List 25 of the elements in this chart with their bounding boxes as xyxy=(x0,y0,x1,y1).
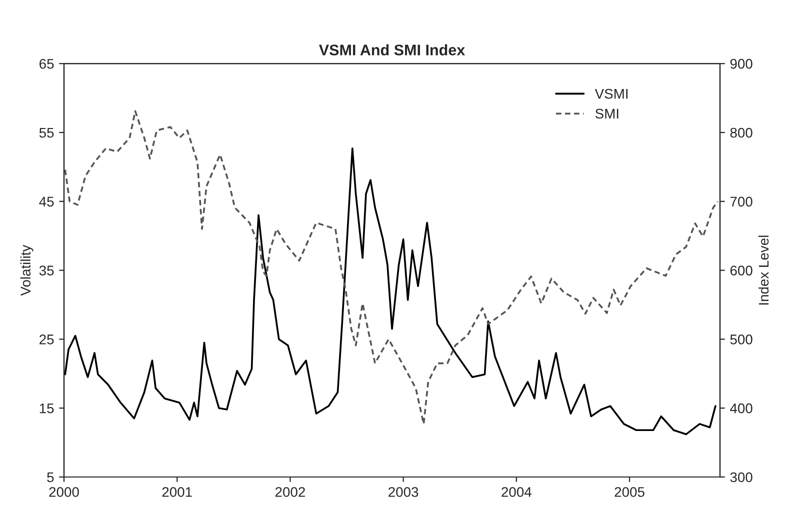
y-tick-label: 5 xyxy=(47,472,54,482)
y-tick-label: 35 xyxy=(39,266,54,276)
y2-tick-label: 300 xyxy=(730,472,752,482)
y-tick-label: 65 xyxy=(40,58,54,69)
x-tick-label: 2003 xyxy=(388,487,418,497)
legend-label: VSMI xyxy=(594,88,628,99)
y2-tick-label: 500 xyxy=(730,334,752,344)
x-tick-label: 2004 xyxy=(502,487,532,497)
x-tick-label: 2001 xyxy=(162,487,192,497)
y2-axis-title: Index Level xyxy=(758,236,769,305)
y2-tick-label: 900 xyxy=(730,58,752,69)
x-tick-label: 2005 xyxy=(614,487,644,497)
y-tick-label: 25 xyxy=(40,334,54,344)
x-tick-label: 2002 xyxy=(275,487,305,497)
chart-title: VSMI And SMI Index xyxy=(318,44,466,56)
y2-tick-label: 400 xyxy=(730,403,752,414)
y2-tick-label: 600 xyxy=(730,266,752,276)
legend-label: SMI xyxy=(595,108,618,119)
y-axis-title: Volatility xyxy=(20,244,34,296)
x-tick-label: 2000 xyxy=(49,487,79,497)
y-tick-label: 45 xyxy=(39,196,54,207)
y2-tick-label: 800 xyxy=(730,128,752,138)
y2-tick-label: 700 xyxy=(730,196,752,207)
y-tick-label: 55 xyxy=(39,128,54,138)
y-tick-label: 15 xyxy=(40,404,54,414)
